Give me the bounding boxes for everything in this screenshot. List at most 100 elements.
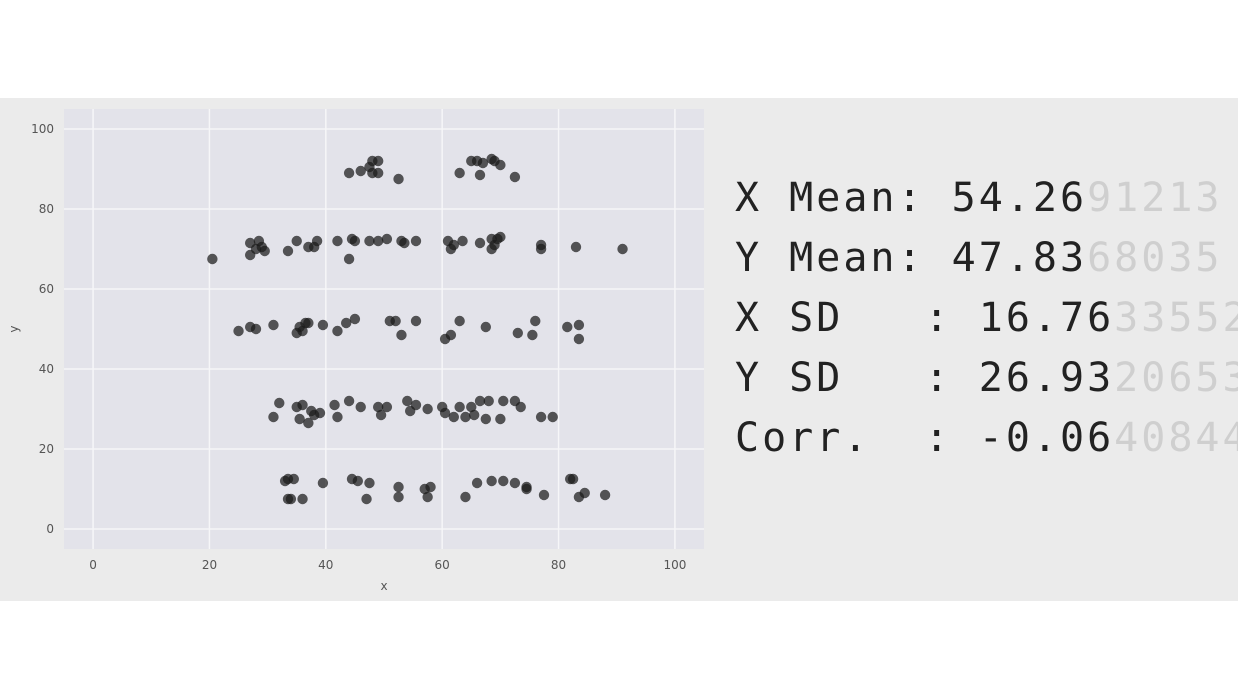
- data-point: [480, 413, 492, 425]
- data-point: [297, 493, 308, 505]
- data-point: [393, 173, 404, 185]
- data-point: [562, 321, 573, 333]
- data-point: [343, 167, 355, 179]
- data-point: [486, 475, 497, 487]
- y-tick-label: 40: [39, 362, 54, 376]
- data-point: [282, 245, 294, 257]
- data-point: [538, 489, 550, 501]
- data-point: [573, 319, 585, 331]
- stat-corr: Corr. : -0.0640844: [735, 408, 1238, 468]
- plot-area: [64, 109, 704, 549]
- data-point: [364, 477, 375, 489]
- y-tick-label: 0: [46, 522, 54, 536]
- data-point: [422, 491, 433, 503]
- data-point: [402, 395, 413, 407]
- data-point: [372, 235, 384, 247]
- data-point: [399, 237, 410, 249]
- data-point: [311, 235, 323, 247]
- data-point: [375, 409, 387, 421]
- stat-label: Y SD :: [735, 355, 979, 401]
- data-point: [381, 233, 393, 245]
- data-point: [509, 171, 521, 183]
- data-point: [460, 411, 471, 423]
- data-point: [512, 327, 524, 339]
- data-point: [466, 401, 477, 413]
- data-point: [393, 481, 404, 493]
- data-point: [268, 411, 279, 423]
- data-point: [471, 477, 483, 489]
- data-point: [410, 235, 422, 247]
- data-point: [422, 403, 433, 415]
- data-point: [498, 475, 509, 487]
- y-tick-label: 100: [31, 122, 54, 136]
- data-point: [233, 325, 244, 337]
- data-point: [285, 493, 297, 505]
- data-point: [477, 157, 489, 169]
- data-point: [448, 411, 460, 423]
- x-axis-label: x: [380, 579, 387, 593]
- data-point: [468, 409, 480, 421]
- stat-y-sd: Y SD : 26.9320653: [735, 348, 1238, 408]
- data-point: [527, 329, 538, 341]
- data-point: [425, 481, 436, 493]
- data-point: [457, 235, 468, 247]
- y-axis-label: y: [7, 325, 21, 332]
- data-point: [314, 407, 326, 419]
- data-point: [317, 319, 329, 331]
- stats-block: X Mean: 54.2691213 Y Mean: 47.8368035 X …: [735, 168, 1238, 468]
- data-point: [259, 245, 270, 257]
- x-tick-label: 0: [89, 558, 97, 572]
- data-point: [410, 315, 422, 327]
- data-point: [250, 323, 262, 335]
- data-point: [372, 167, 384, 179]
- data-point: [355, 401, 366, 413]
- data-point: [530, 315, 541, 327]
- data-point: [303, 417, 314, 429]
- x-tick-label: 40: [318, 558, 333, 572]
- stat-value: 16.76: [978, 295, 1115, 341]
- stat-label: X SD :: [735, 295, 979, 341]
- data-point: [480, 321, 492, 333]
- x-tick-label: 60: [435, 558, 450, 572]
- data-point: [381, 401, 393, 413]
- data-point: [445, 329, 457, 341]
- data-point: [352, 475, 364, 487]
- data-point: [396, 329, 407, 341]
- stat-faded-digits: 68035: [1087, 235, 1223, 281]
- stat-faded-digits: 33552: [1114, 295, 1238, 341]
- data-point: [372, 155, 384, 167]
- stat-value: 26.93: [978, 355, 1115, 401]
- stat-faded-digits: 91213: [1087, 175, 1223, 221]
- data-point: [288, 473, 300, 485]
- data-point: [474, 237, 486, 249]
- data-point: [579, 487, 590, 499]
- data-point: [297, 399, 308, 411]
- data-point: [343, 253, 355, 265]
- data-point: [372, 401, 384, 413]
- stat-x-sd: X SD : 16.7633552: [735, 288, 1238, 348]
- data-point: [547, 411, 558, 423]
- data-point: [332, 235, 343, 247]
- stat-faded-digits: 40844: [1114, 415, 1238, 461]
- stat-label: Corr. :: [735, 415, 979, 461]
- data-point: [291, 235, 302, 247]
- data-point: [617, 243, 628, 255]
- data-point: [454, 315, 465, 327]
- data-point: [454, 401, 465, 413]
- data-point: [460, 491, 471, 503]
- data-point: [498, 395, 509, 407]
- data-point: [297, 325, 308, 337]
- stat-value: -0.06: [978, 415, 1115, 461]
- x-tick-label: 80: [551, 558, 566, 572]
- scatter-chart: 0 20 40 60 80 100 0 20 40 60 80 100 x y: [7, 109, 704, 593]
- data-point: [535, 243, 547, 255]
- data-point: [570, 241, 582, 253]
- x-tick-label: 20: [202, 558, 217, 572]
- stat-y-mean: Y Mean: 47.8368035: [735, 228, 1238, 288]
- data-point: [474, 395, 486, 407]
- data-point: [355, 165, 366, 177]
- stat-faded-digits: 20653: [1114, 355, 1238, 401]
- y-tick-label: 20: [39, 442, 54, 456]
- data-point: [340, 317, 352, 329]
- data-point: [343, 395, 355, 407]
